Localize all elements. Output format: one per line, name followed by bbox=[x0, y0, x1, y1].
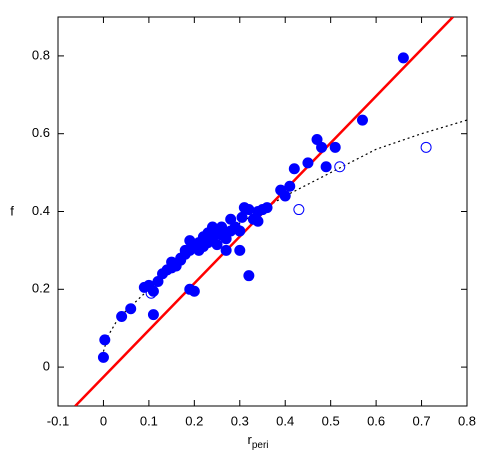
point bbox=[116, 311, 128, 323]
x-tick-label: 0.3 bbox=[231, 413, 249, 428]
point bbox=[320, 161, 332, 173]
point bbox=[220, 244, 232, 256]
point bbox=[179, 244, 191, 256]
x-tick-label: 0.4 bbox=[276, 413, 294, 428]
point bbox=[188, 285, 200, 297]
y-tick-label: 0.6 bbox=[32, 125, 50, 140]
point bbox=[234, 244, 246, 256]
x-tick-label: 0.6 bbox=[367, 413, 385, 428]
y-tick-label: 0.8 bbox=[32, 47, 50, 62]
x-tick-label: 0.1 bbox=[140, 413, 158, 428]
x-axis-label: rperi bbox=[247, 432, 268, 450]
point bbox=[302, 157, 314, 169]
point bbox=[252, 215, 264, 227]
point bbox=[243, 270, 255, 282]
x-tick-label: 0.8 bbox=[458, 413, 476, 428]
point bbox=[216, 221, 228, 233]
point bbox=[356, 114, 368, 126]
x-tick-label: 0.5 bbox=[322, 413, 340, 428]
point bbox=[329, 141, 341, 153]
point bbox=[284, 180, 296, 192]
x-tick-label: -0.1 bbox=[47, 413, 69, 428]
x-axis-label-main: r bbox=[247, 432, 252, 447]
point bbox=[279, 190, 291, 202]
x-tick-label: 0.2 bbox=[185, 413, 203, 428]
point bbox=[97, 351, 109, 363]
y-axis-label: f bbox=[10, 203, 14, 218]
point bbox=[316, 141, 328, 153]
point bbox=[125, 303, 137, 315]
point bbox=[207, 221, 219, 233]
open-point bbox=[334, 161, 346, 173]
point bbox=[261, 202, 273, 214]
point bbox=[166, 262, 178, 274]
point bbox=[147, 285, 159, 297]
point bbox=[397, 52, 409, 64]
point bbox=[211, 239, 223, 251]
open-point bbox=[293, 204, 305, 216]
point bbox=[234, 225, 246, 237]
y-tick-label: 0 bbox=[43, 359, 50, 374]
x-axis-label-sub: peri bbox=[252, 440, 269, 451]
point bbox=[243, 204, 255, 216]
y-tick-label: 0.2 bbox=[32, 281, 50, 296]
x-tick-label: 0.7 bbox=[413, 413, 431, 428]
x-tick-label: 0 bbox=[100, 413, 107, 428]
y-tick-label: 0.4 bbox=[32, 203, 50, 218]
point bbox=[288, 163, 300, 175]
point bbox=[99, 334, 111, 346]
point bbox=[147, 309, 159, 321]
open-point bbox=[420, 141, 432, 153]
plot-area bbox=[74, 17, 467, 406]
